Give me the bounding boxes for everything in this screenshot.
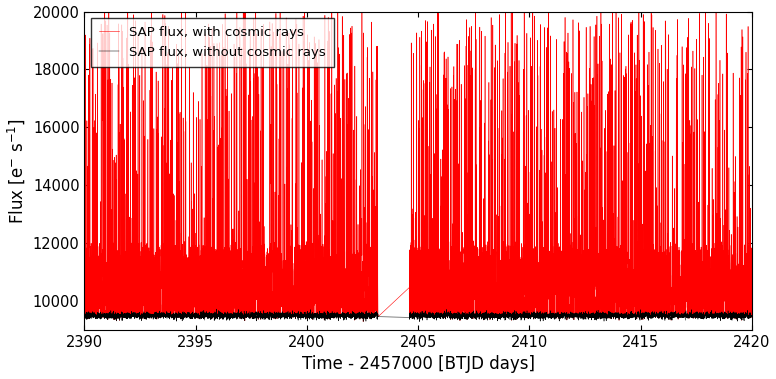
SAP flux, without cosmic rays [361,312,370,316]
SAP flux, without cosmic rays [212,307,221,311]
SAP flux, with cosmic rays [181,0,190,4]
SAP flux, without cosmic rays [747,314,757,318]
SAP flux, without cosmic rays [476,312,485,316]
SAP flux, without cosmic rays [415,319,424,324]
SAP flux, with cosmic rays [359,319,368,324]
SAP flux, with cosmic rays [263,262,272,266]
Legend: SAP flux, with cosmic rays, SAP flux, without cosmic rays: SAP flux, with cosmic rays, SAP flux, wi… [91,18,334,67]
Line: SAP flux, without cosmic rays: SAP flux, without cosmic rays [85,309,752,322]
SAP flux, with cosmic rays [476,98,485,103]
SAP flux, without cosmic rays [263,314,272,318]
SAP flux, without cosmic rays [80,310,89,315]
SAP flux, with cosmic rays [747,253,757,258]
SAP flux, with cosmic rays [80,310,89,315]
SAP flux, with cosmic rays [702,312,711,317]
Line: SAP flux, with cosmic rays: SAP flux, with cosmic rays [85,2,752,321]
Y-axis label: Flux [e$^{-}$ s$^{-1}$]: Flux [e$^{-}$ s$^{-1}$] [5,118,27,224]
SAP flux, without cosmic rays [300,314,310,319]
SAP flux, with cosmic rays [300,263,310,267]
SAP flux, without cosmic rays [702,312,711,317]
X-axis label: Time - 2457000 [BTJD days]: Time - 2457000 [BTJD days] [302,356,535,373]
SAP flux, without cosmic rays [600,312,609,316]
SAP flux, with cosmic rays [361,299,370,304]
SAP flux, with cosmic rays [600,126,609,131]
